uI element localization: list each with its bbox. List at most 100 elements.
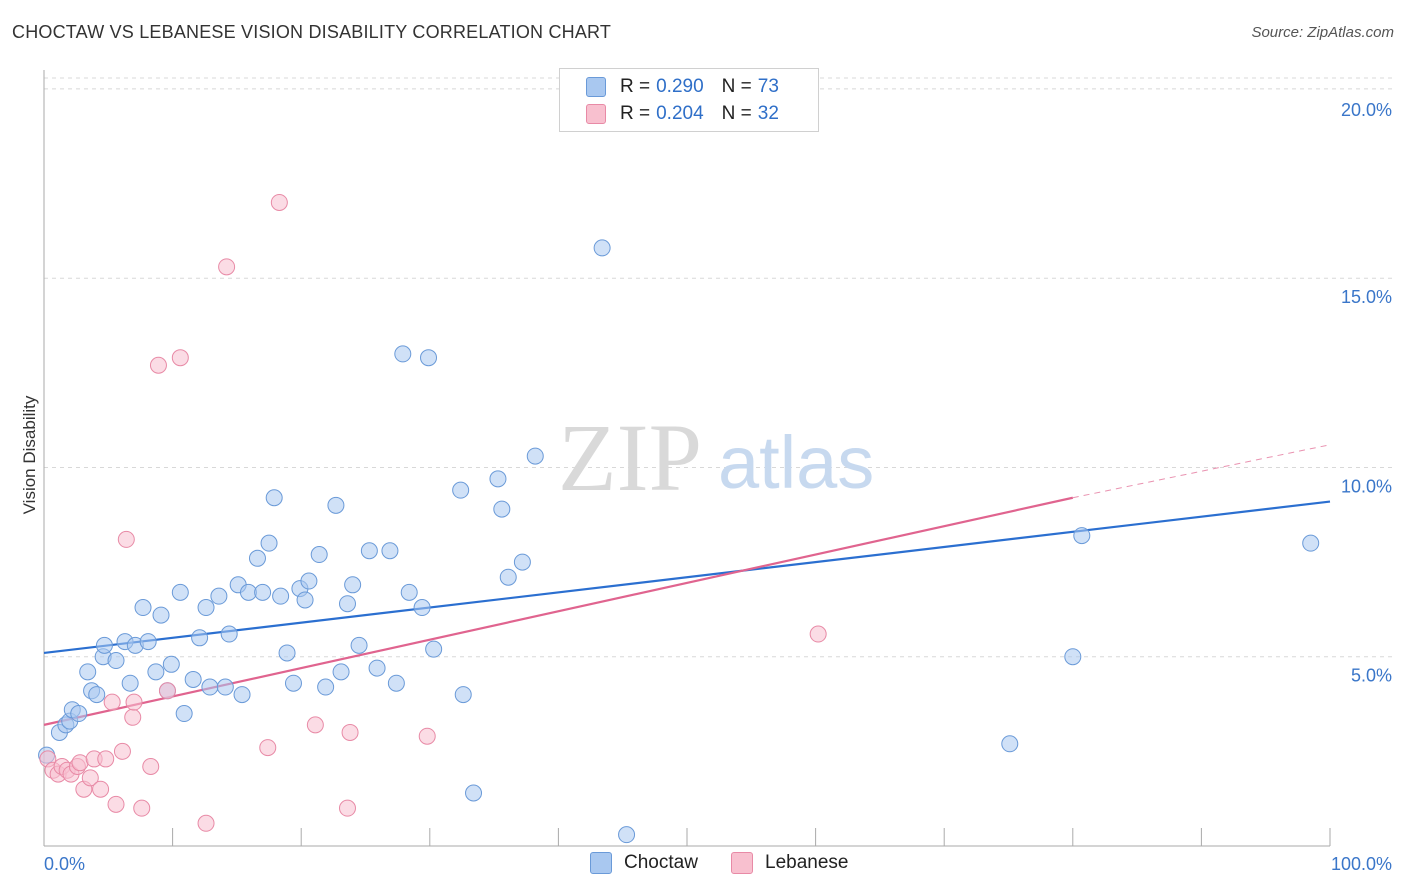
data-point-lebanese	[133, 799, 151, 817]
data-point-choctaw	[1073, 527, 1091, 545]
data-point-lebanese	[107, 795, 125, 813]
data-point-lebanese	[124, 708, 142, 726]
data-point-choctaw	[368, 659, 386, 677]
data-point-choctaw	[493, 500, 511, 518]
data-point-choctaw	[338, 595, 356, 613]
data-point-choctaw	[300, 572, 318, 590]
data-point-choctaw	[296, 591, 314, 609]
data-point-choctaw	[1001, 735, 1019, 753]
data-point-choctaw	[1302, 534, 1320, 552]
data-point-lebanese	[117, 530, 135, 548]
data-point-choctaw	[618, 826, 636, 844]
data-point-choctaw	[201, 678, 219, 696]
data-point-choctaw	[310, 546, 328, 564]
data-point-lebanese	[81, 769, 99, 787]
data-point-choctaw	[420, 349, 438, 367]
data-point-choctaw	[1064, 648, 1082, 666]
data-point-lebanese	[171, 349, 189, 367]
data-point-choctaw	[134, 599, 152, 617]
x-tick-label: 100.0%	[1331, 854, 1392, 874]
data-point-choctaw	[95, 636, 113, 654]
y-tick-label: 20.0%	[1341, 100, 1392, 120]
trend-line-extension-lebanese	[1072, 444, 1331, 499]
data-point-choctaw	[254, 583, 272, 601]
data-point-choctaw	[284, 674, 302, 692]
data-point-choctaw	[233, 686, 251, 704]
data-point-choctaw	[350, 636, 368, 654]
data-point-lebanese	[197, 814, 215, 832]
data-point-lebanese	[218, 258, 236, 276]
bottom-legend-swatch-choctaw	[590, 852, 612, 874]
data-point-choctaw	[175, 705, 193, 723]
data-point-choctaw	[394, 345, 412, 363]
data-point-lebanese	[149, 356, 167, 374]
bottom-legend-lebanese: Lebanese	[731, 852, 848, 874]
data-point-choctaw	[400, 583, 418, 601]
data-point-lebanese	[341, 723, 359, 741]
y-tick-label: 10.0%	[1341, 476, 1392, 496]
data-point-choctaw	[239, 583, 257, 601]
data-point-choctaw	[317, 678, 335, 696]
legend-r-label: R =	[620, 103, 651, 124]
legend-n-label: N =	[721, 103, 752, 124]
legend-row-lebanese: R = 0.204 N = 32	[586, 102, 779, 126]
bottom-legend-label-lebanese: Lebanese	[765, 852, 849, 873]
data-point-choctaw	[210, 587, 228, 605]
legend-r-value: 0.290	[656, 76, 704, 97]
data-point-choctaw	[454, 686, 472, 704]
legend-r-value: 0.204	[656, 103, 704, 124]
data-point-lebanese	[306, 716, 324, 734]
data-point-choctaw	[513, 553, 531, 571]
data-point-choctaw	[260, 534, 278, 552]
data-point-choctaw	[121, 674, 139, 692]
data-point-choctaw	[272, 587, 290, 605]
legend-swatch-choctaw	[586, 77, 606, 97]
watermark: ZIP atlas	[558, 404, 874, 511]
data-point-choctaw	[70, 705, 88, 723]
data-point-choctaw	[327, 496, 345, 514]
data-point-choctaw	[265, 489, 283, 507]
data-point-choctaw	[489, 470, 507, 488]
legend-swatch-lebanese	[586, 104, 606, 124]
data-point-choctaw	[79, 663, 97, 681]
data-point-lebanese	[809, 625, 827, 643]
y-axis-label: Vision Disability	[20, 395, 39, 514]
data-point-choctaw	[147, 663, 165, 681]
axes	[43, 70, 1331, 847]
data-point-lebanese	[338, 799, 356, 817]
legend-n-label: N =	[721, 76, 752, 97]
data-point-choctaw	[360, 542, 378, 560]
data-point-choctaw	[220, 625, 238, 643]
x-tick-label: 0.0%	[44, 854, 85, 874]
data-point-choctaw	[452, 481, 470, 499]
y-tick-label: 15.0%	[1341, 287, 1392, 307]
legend: R = 0.290 N = 73 R = 0.204 N = 32	[559, 68, 819, 132]
data-points	[38, 193, 1320, 844]
data-point-choctaw	[248, 549, 266, 567]
data-point-choctaw	[593, 239, 611, 257]
data-point-lebanese	[92, 780, 110, 798]
chart-source: Source: ZipAtlas.com	[1251, 24, 1394, 41]
data-point-choctaw	[184, 670, 202, 688]
legend-r-label: R =	[620, 76, 651, 97]
data-point-choctaw	[216, 678, 234, 696]
trend-line-lebanese	[43, 496, 1074, 726]
data-point-lebanese	[71, 754, 89, 772]
data-point-lebanese	[125, 693, 143, 711]
data-point-lebanese	[418, 727, 436, 745]
chart-title: CHOCTAW VS LEBANESE VISION DISABILITY CO…	[12, 22, 612, 42]
data-point-lebanese	[259, 739, 277, 757]
data-point-lebanese	[158, 682, 176, 700]
data-point-choctaw	[344, 576, 362, 594]
data-point-choctaw	[88, 686, 106, 704]
data-point-lebanese	[142, 758, 160, 776]
data-point-choctaw	[499, 568, 517, 586]
data-point-lebanese	[97, 750, 115, 768]
bottom-legend-choctaw: Choctaw	[590, 852, 698, 874]
bottom-legend: Choctaw Lebanese	[0, 852, 1406, 878]
data-point-choctaw	[107, 652, 125, 670]
bottom-legend-swatch-lebanese	[731, 852, 753, 874]
legend-n-value: 32	[757, 103, 779, 124]
data-point-choctaw	[278, 644, 296, 662]
